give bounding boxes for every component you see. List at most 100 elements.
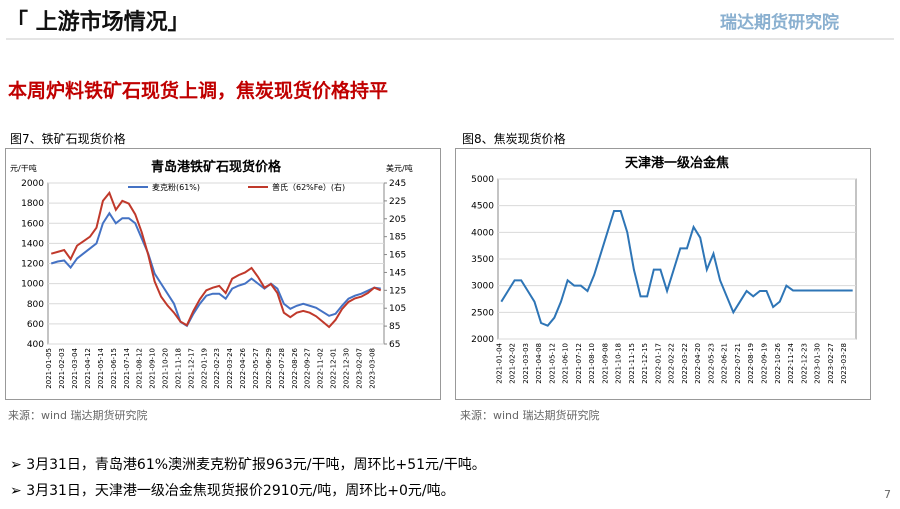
x-tick-label: 2021-12-15 (641, 343, 649, 384)
header-title: 「 上游市场情况」 (6, 10, 190, 35)
x-tick-label: 2021-01-05 (45, 348, 53, 389)
x-tick-label: 2021-06-15 (110, 348, 118, 389)
x-tick-label: 2021-04-12 (84, 348, 92, 389)
logo: 瑞达期货研究院 (720, 13, 839, 33)
x-tick-label: 2022-10-26 (774, 342, 782, 383)
x-tick-label: 2021-09-10 (149, 348, 157, 389)
x-tick-label: 2023-02-07 (355, 348, 363, 389)
x-tick-label: 2022-04-20 (694, 343, 702, 384)
x-tick-label: 2021-11-15 (628, 343, 636, 384)
chart-title: 天津港一级冶金焦 (625, 155, 729, 171)
x-tick-label: 2022-04-26 (239, 347, 247, 388)
x-tick-label: 2022-05-27 (252, 348, 260, 389)
x-tick-label: 2021-07-14 (123, 347, 131, 388)
x-tick-label: 2022-11-02 (317, 348, 325, 389)
x-tick-label: 2021-08-12 (136, 348, 144, 389)
y-tick-label: 1000 (21, 280, 44, 290)
x-tick-label: 2021-05-14 (97, 347, 105, 388)
y-tick-label: 2000 (471, 335, 494, 345)
x-tick-label: 2022-12-01 (330, 348, 338, 389)
x-tick-label: 2021-08-10 (588, 343, 596, 384)
y2-tick-label: 245 (389, 179, 406, 189)
legend-label: 麦克粉(61%) (152, 182, 200, 192)
chart: 天津港一级冶金焦 2000 2500 3000 3500 4000 4500 5000 2021… (455, 148, 871, 400)
x-tick-label: 2023-03-08 (368, 348, 376, 389)
y2-tick-label: 165 (389, 251, 406, 261)
bullet-text: 3月31日，天津港一级冶金焦现货报价2910元/吨，周环比+0元/吨。 (26, 483, 455, 499)
y-tick-label: 600 (27, 320, 44, 330)
x-tick-label: 2022-01-19 (200, 348, 208, 389)
bullet-text: 3月31日，青岛港61%澳洲麦克粉矿报963元/干吨，周环比+51元/干吨。 (26, 457, 486, 473)
y2-tick-label: 105 (389, 304, 406, 314)
caption: 图8、焦炭现货价格 (462, 132, 566, 146)
x-tick-label: 2022-03-24 (226, 347, 234, 388)
series-line (500, 210, 853, 327)
x-tick-label: 2021-02-03 (58, 348, 66, 389)
chart-title: 青岛港铁矿石现货价格 (151, 159, 282, 175)
caption: 图7、铁矿石现货价格 (10, 132, 126, 146)
x-tick-label: 2021-01-04 (495, 342, 503, 383)
x-tick-label: 2021-10-20 (162, 348, 170, 389)
x-tick-label: 2022-08-26 (291, 347, 299, 388)
x-tick-label: 2021-11-18 (174, 348, 182, 389)
y2-tick-label: 145 (389, 268, 406, 278)
y2-tick-label: 65 (389, 340, 400, 350)
series-line (50, 190, 382, 329)
y-tick-label: 4000 (471, 228, 494, 238)
x-tick-label: 2022-08-19 (747, 343, 755, 384)
x-tick-label: 2022-09-19 (761, 343, 769, 384)
x-tick-label: 2022-03-22 (681, 343, 689, 384)
source: 来源：wind 瑞达期货研究院 (460, 409, 600, 422)
x-tick-label: 2022-09-27 (304, 348, 312, 389)
y-tick-label: 4500 (471, 202, 494, 212)
x-tick-label: 2021-07-12 (575, 343, 583, 384)
x-tick-label: 2022-05-23 (707, 343, 715, 384)
x-tick-label: 2022-01-17 (654, 343, 662, 384)
x-tick-label: 2021-03-03 (522, 343, 530, 384)
x-tick-label: 2022-06-21 (721, 343, 729, 384)
x-tick-label: 2021-10-18 (615, 343, 623, 384)
y2-tick-label: 185 (389, 233, 406, 243)
y-tick-label: 3000 (471, 282, 494, 292)
bullet: ➢ 3月31日，天津港一级冶金焦现货报价2910元/吨，周环比+0元/吨。 (10, 483, 455, 499)
y2-tick-label: 205 (389, 215, 406, 225)
x-tick-label: 2022-02-23 (213, 348, 221, 389)
x-tick-label: 2021-12-17 (187, 348, 195, 389)
x-tick-label: 2021-09-08 (601, 343, 609, 384)
legend-label: 普氏（62%Fe）(右) (272, 182, 345, 192)
subtitle: 本周炉料铁矿石现货上调，焦炭现货价格持平 (8, 80, 389, 102)
y-axis-label: 元/干吨 (10, 163, 37, 173)
x-tick-label: 2021-03-04 (71, 347, 79, 388)
source: 来源：wind 瑞达期货研究院 (8, 409, 148, 422)
y-tick-label: 1400 (21, 239, 44, 249)
x-tick-label: 2022-12-23 (800, 343, 808, 384)
y2-axis-label: 美元/吨 (386, 163, 413, 173)
y-tick-label: 1600 (21, 219, 44, 229)
x-tick-label: 2022-02-22 (668, 343, 676, 384)
y-tick-label: 800 (27, 300, 44, 310)
x-tick-label: 2022-07-21 (734, 343, 742, 384)
series-line (50, 211, 381, 328)
y-tick-label: 1200 (21, 260, 44, 270)
x-tick-label: 2021-04-08 (535, 343, 543, 384)
x-tick-label: 2022-12-30 (342, 348, 350, 389)
x-tick-label: 2023-01-30 (814, 343, 822, 384)
y-tick-label: 3500 (471, 255, 494, 265)
page-number: 7 (884, 488, 891, 501)
y-tick-label: 1800 (21, 199, 44, 209)
x-tick-label: 2023-02-27 (827, 343, 835, 384)
divider (6, 38, 894, 40)
chart: 青岛港铁矿石现货价格 400 600 800 1000 1200 1400 1600 1800 2… (5, 148, 441, 400)
x-tick-label: 2021-05-12 (548, 343, 556, 384)
x-tick-label: 2023-03-28 (840, 343, 848, 384)
x-tick-label: 2022-07-28 (278, 348, 286, 389)
x-tick-label: 2022-06-29 (265, 348, 273, 389)
bullet: ➢ 3月31日，青岛港61%澳洲麦克粉矿报963元/干吨，周环比+51元/干吨。 (10, 457, 486, 473)
y-tick-label: 2000 (21, 179, 44, 189)
y-tick-label: 400 (27, 340, 44, 350)
x-tick-label: 2021-06-10 (562, 343, 570, 384)
y-tick-label: 5000 (471, 175, 494, 185)
y2-tick-label: 125 (389, 286, 406, 296)
x-tick-label: 2022-11-24 (787, 342, 795, 383)
